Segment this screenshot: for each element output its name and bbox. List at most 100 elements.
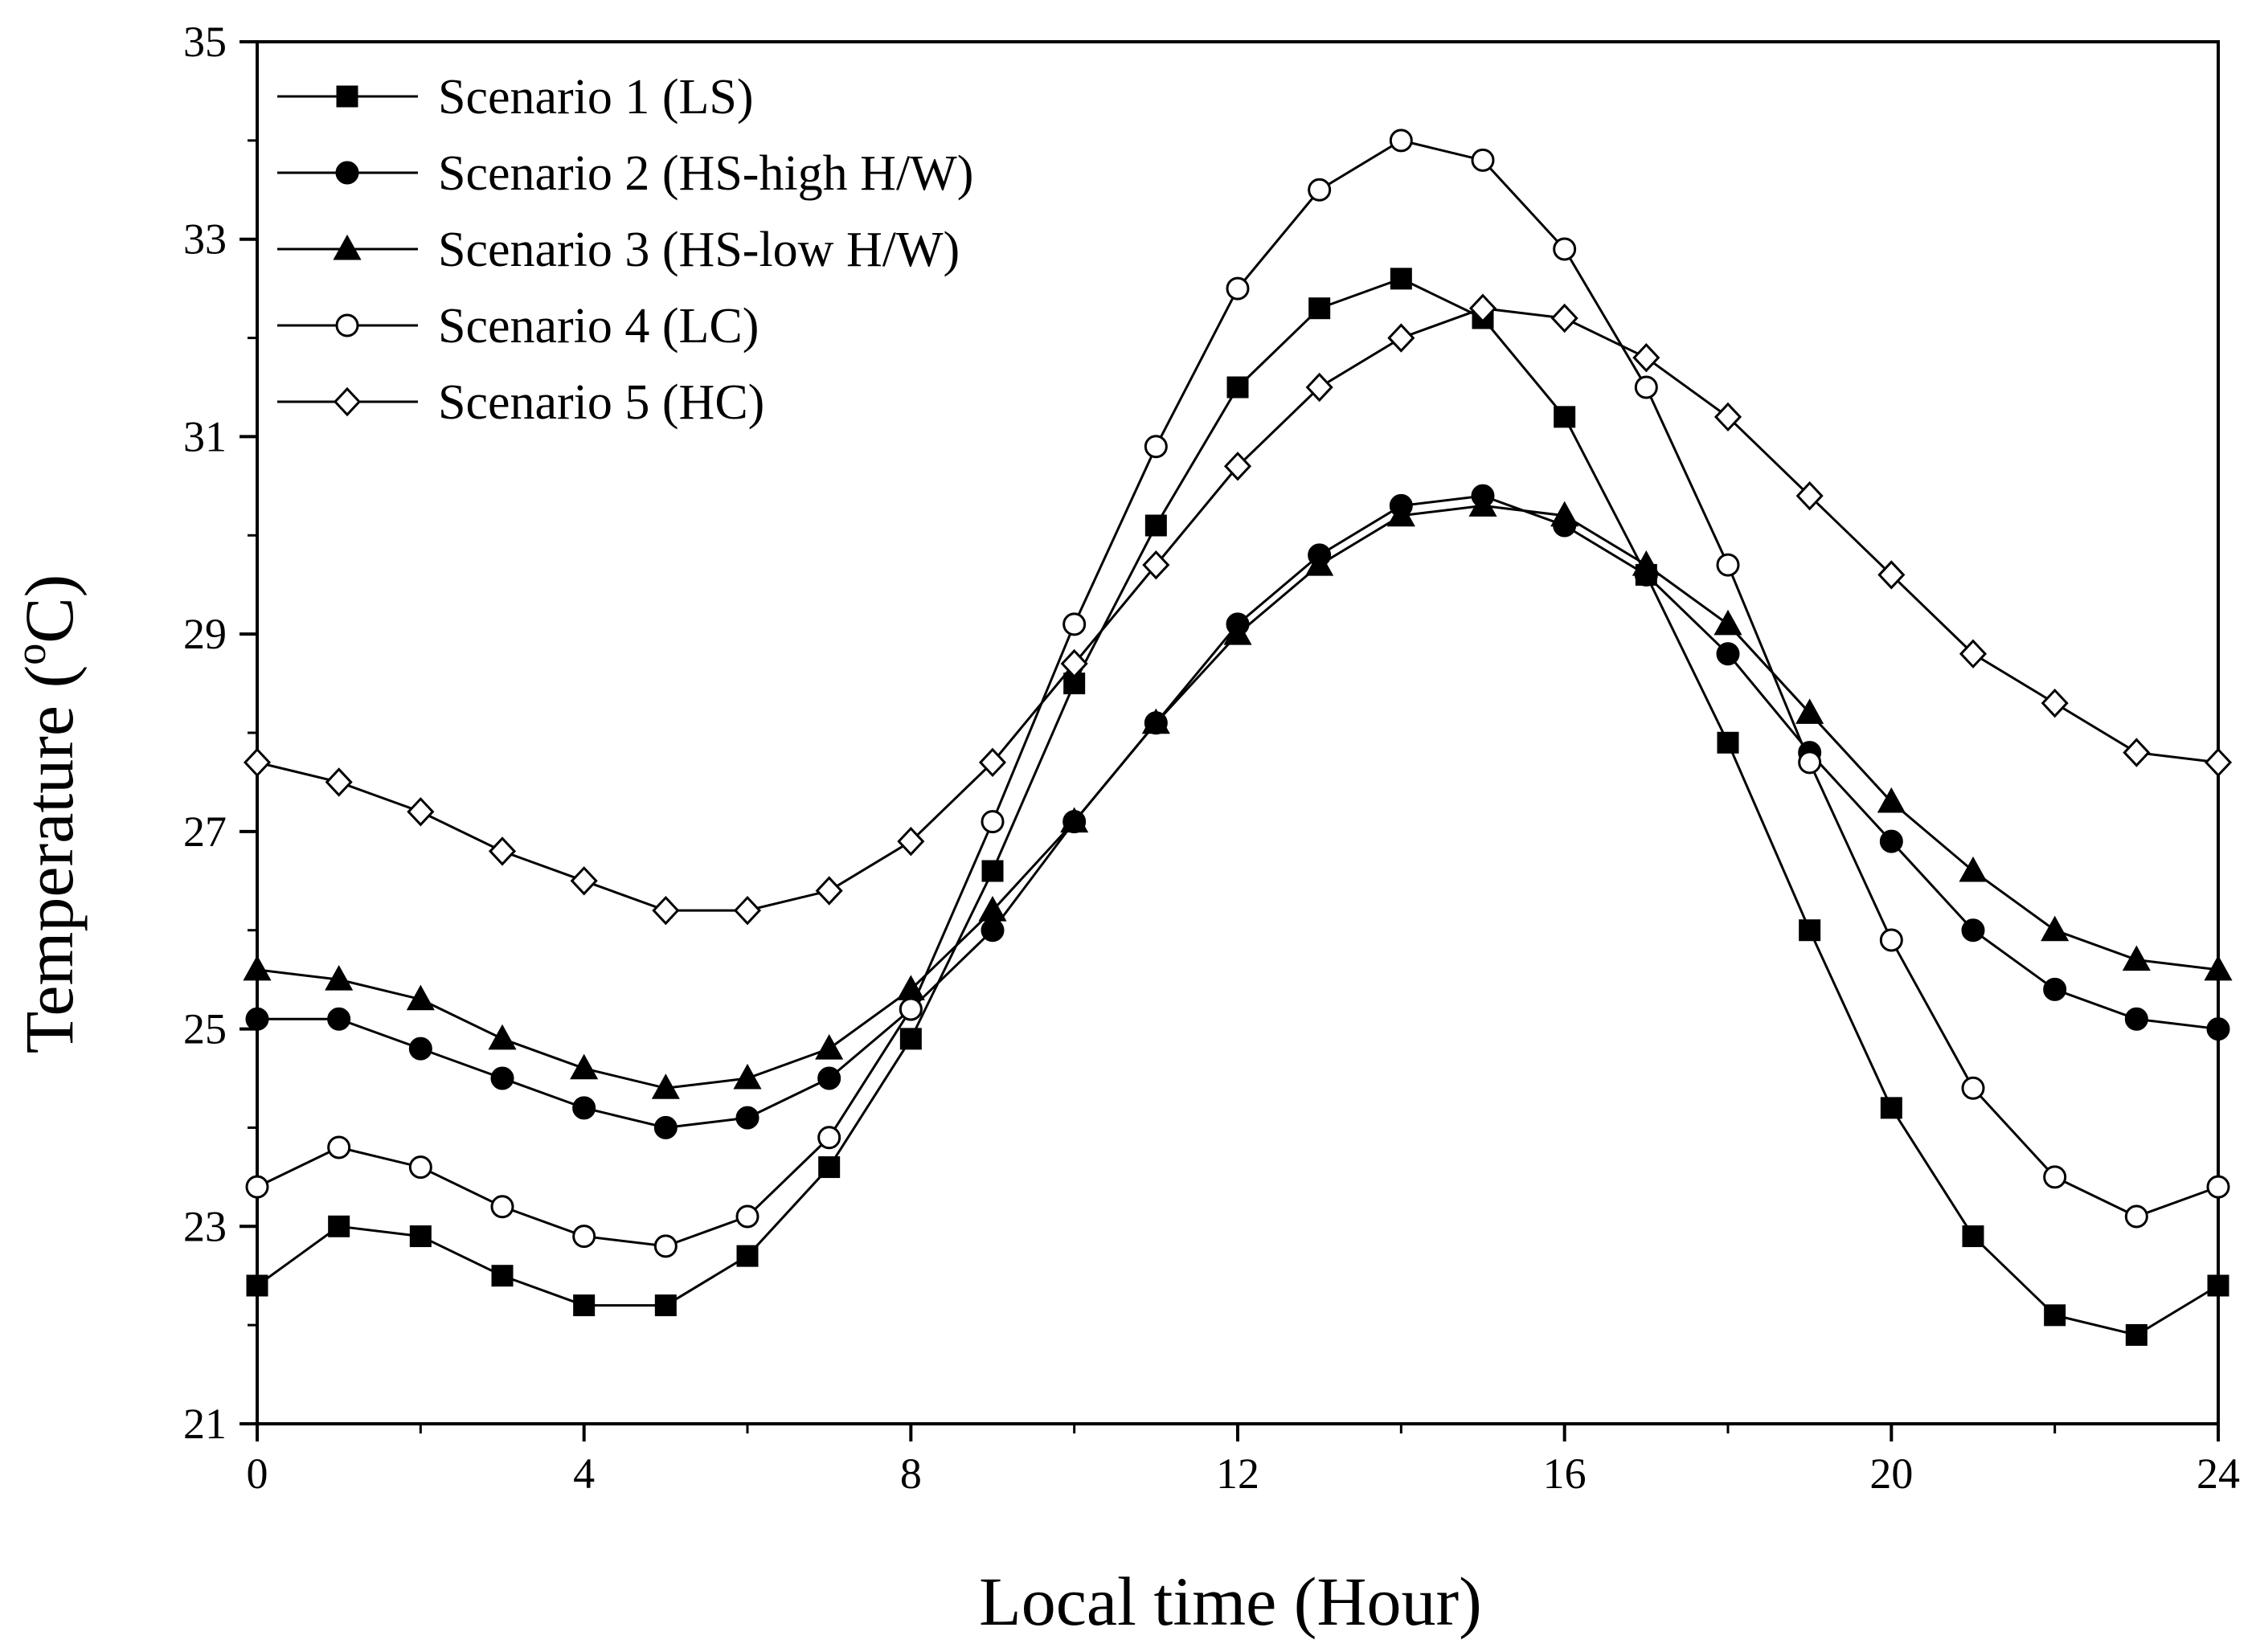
series-4-point xyxy=(653,1234,678,1258)
series-4-point xyxy=(2043,1165,2067,1189)
series-5-point xyxy=(1142,550,1170,580)
series-5-point xyxy=(570,866,598,896)
series-4-point xyxy=(408,1155,432,1180)
series-5-point xyxy=(1550,303,1578,333)
series-1-point xyxy=(1144,514,1167,537)
legend-item-5: Scenario 5 (HC) xyxy=(277,375,764,430)
series-4-point xyxy=(735,1204,760,1229)
series-1-point xyxy=(1880,1097,1902,1119)
x-tick-label: 0 xyxy=(247,1450,268,1498)
series-1-point xyxy=(491,1265,514,1287)
series-3-point xyxy=(1795,698,1824,724)
series-4-point xyxy=(2206,1175,2230,1199)
y-axis-title-end: C) xyxy=(10,575,88,644)
series-3-point xyxy=(1386,501,1415,527)
series-3-point xyxy=(1305,550,1334,576)
series-3-point xyxy=(1141,708,1170,734)
series-4-point xyxy=(490,1195,514,1219)
series-5-point xyxy=(1959,639,1988,669)
series-2-point xyxy=(408,1037,432,1061)
legend-marker xyxy=(333,386,362,417)
y-axis-title: Temperature (oC) xyxy=(6,575,88,1053)
series-1-point xyxy=(328,1215,350,1237)
legend-marker xyxy=(335,161,359,185)
series-1-point xyxy=(2207,1274,2229,1297)
series-5-point xyxy=(1795,480,1824,511)
series-5-point xyxy=(2123,738,2151,767)
series-1-point xyxy=(736,1245,759,1267)
x-tick-label: 20 xyxy=(1869,1450,1913,1498)
series-4-point xyxy=(327,1135,351,1159)
series-2-point xyxy=(2124,1007,2148,1031)
series-2-point xyxy=(2206,1017,2230,1041)
series-2-point xyxy=(572,1096,596,1120)
legend-item-1: Scenario 1 (LS) xyxy=(277,70,754,125)
series-2-point xyxy=(327,1007,351,1031)
series-4-point xyxy=(572,1225,596,1249)
series-1-point xyxy=(573,1294,596,1317)
series-4-point xyxy=(1471,148,1495,172)
series-2-point xyxy=(981,918,1005,943)
series-1-point xyxy=(654,1294,677,1317)
series-3-point xyxy=(1632,550,1660,576)
y-tick-label: 27 xyxy=(183,808,227,856)
legend-label: Scenario 3 (HS-low H/W) xyxy=(438,223,960,277)
series-5-point xyxy=(652,895,680,926)
series-3-point xyxy=(243,955,272,981)
series-4-point xyxy=(1062,612,1087,636)
y-tick-label: 31 xyxy=(183,412,227,460)
series-4-point xyxy=(1879,928,1903,952)
series-3-point xyxy=(406,984,435,1011)
series-5-point xyxy=(1223,452,1252,481)
series-1-point xyxy=(1799,919,1821,942)
series-3-point xyxy=(488,1024,517,1050)
series-5-point xyxy=(325,767,353,797)
series-1-point xyxy=(1308,297,1331,320)
series-4-point xyxy=(981,810,1005,834)
legend-item-2: Scenario 2 (HS-high H/W) xyxy=(277,146,973,201)
series-3-point xyxy=(733,1063,762,1090)
series-5-point xyxy=(243,747,272,778)
legend-label: Scenario 4 (LC) xyxy=(438,299,759,354)
series-2-point xyxy=(490,1066,514,1090)
series-4-point xyxy=(1716,553,1740,577)
y-tick-label: 33 xyxy=(183,215,227,264)
series-1-point xyxy=(409,1225,432,1248)
series-1-point xyxy=(1390,268,1412,290)
series-1 xyxy=(246,268,2229,1346)
series-5-point xyxy=(407,797,435,827)
series-5 xyxy=(243,293,2233,926)
series-3-point xyxy=(1550,501,1579,527)
series-3-point xyxy=(325,965,354,991)
series-1-point xyxy=(2044,1304,2066,1327)
y-axis-title-main: Temperature ( xyxy=(10,665,88,1053)
series-4-point xyxy=(1226,276,1250,301)
series-5-point xyxy=(1387,323,1415,353)
series-3-point xyxy=(1223,620,1252,645)
series-1-point xyxy=(1962,1225,1984,1248)
legend-label: Scenario 2 (HS-high H/W) xyxy=(438,146,973,201)
series-5-point xyxy=(1713,402,1742,432)
series-2-point xyxy=(2043,977,2067,1001)
series-4-point xyxy=(817,1126,841,1150)
series-2-point xyxy=(653,1115,678,1139)
x-tick-label: 8 xyxy=(900,1450,922,1498)
legend-marker xyxy=(335,313,359,337)
series-3-point xyxy=(2204,955,2233,981)
x-axis-title: Local time (Hour) xyxy=(979,1563,1482,1640)
series-4-point xyxy=(1308,178,1332,202)
series-5-point xyxy=(488,836,517,866)
series-3-point xyxy=(1468,491,1497,517)
y-tick-label: 35 xyxy=(183,18,227,66)
series-4 xyxy=(245,129,2230,1258)
series-5-point xyxy=(733,895,762,926)
x-tick-label: 12 xyxy=(1216,1450,1259,1498)
series-5-point xyxy=(1632,342,1660,373)
series-1-point xyxy=(899,1028,922,1050)
series-2-point xyxy=(1879,829,1903,853)
series-1-point xyxy=(981,860,1004,882)
series-5-point xyxy=(1468,293,1497,323)
series-1-point xyxy=(818,1156,841,1179)
